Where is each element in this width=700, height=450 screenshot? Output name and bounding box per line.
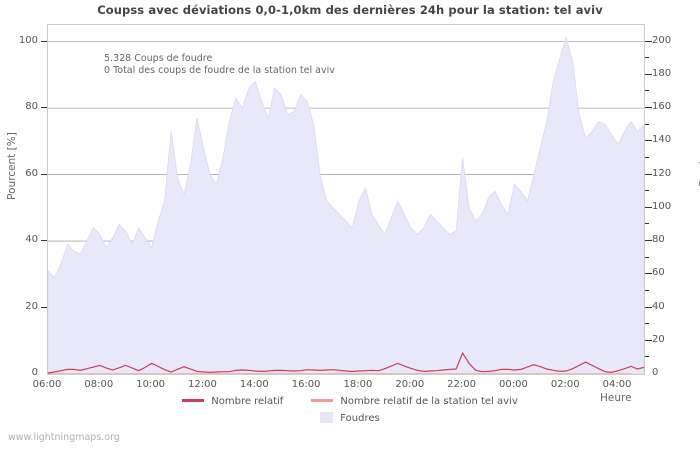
- legend-area-swatch: [320, 412, 334, 423]
- annotation-station-strikes: 0 Total des coups de foudre de la statio…: [104, 65, 335, 76]
- y-axis-right-minor-tick: [645, 156, 649, 158]
- area-series-foudres: [48, 36, 644, 374]
- page-title: Coupss avec déviations 0,0-1,0km des der…: [97, 3, 603, 17]
- y-axis-right-tick-mark: [645, 40, 652, 42]
- y-axis-left-tick-mark: [41, 240, 47, 242]
- y-axis-left-tick-label: 80: [25, 101, 38, 113]
- y-axis-left-tick-label: 40: [25, 234, 38, 246]
- legend-label: Nombre relatif: [211, 396, 284, 407]
- y-axis-right-tick-label: 100: [652, 200, 672, 212]
- y-axis-right-tick-label: 140: [652, 134, 672, 146]
- x-axis-tick-label: 10:00: [136, 379, 166, 390]
- x-axis-tick-label: 04:00: [602, 379, 632, 390]
- x-axis-tick-label: 22:00: [447, 379, 476, 390]
- x-axis-tick-label: 02:00: [550, 379, 580, 390]
- y-axis-left-tick-label: 60: [25, 167, 38, 179]
- legend-item[interactable]: Nombre relatif de la station tel aviv: [311, 396, 518, 408]
- y-axis-right-tick-mark: [645, 306, 652, 308]
- y-axis-right-minor-tick: [645, 90, 649, 92]
- x-axis-tick-label: 14:00: [239, 379, 269, 390]
- y-axis-right-tick-label: 0: [652, 367, 659, 378]
- legend-label: Nombre relatif de la station tel aviv: [340, 396, 518, 407]
- y-axis-left-tick-label: 0: [31, 367, 38, 378]
- y-axis-right-minor-tick: [645, 123, 649, 125]
- chart-canvas: [48, 36, 644, 374]
- y-axis-left-tick-label: 100: [18, 34, 38, 46]
- y-axis-left-tick-label: 20: [25, 300, 38, 312]
- y-axis-right-tick-mark: [645, 339, 652, 341]
- y-axis-right-tick-label: 200: [652, 34, 672, 46]
- x-axis-tick-label: 20:00: [395, 379, 425, 390]
- y-axis-right-tick-label: 60: [652, 267, 665, 279]
- x-axis-label: Heure: [600, 392, 632, 404]
- x-axis-tick-label: 16:00: [291, 379, 321, 390]
- plot-area: 5.328 Coups de foudre 0 Total des coups …: [47, 24, 645, 375]
- y-axis-right-tick-mark: [645, 107, 652, 109]
- y-axis-right-tick-mark: [645, 206, 652, 208]
- y-axis-right-minor-tick: [645, 190, 649, 192]
- y-axis-right-tick-label: 20: [652, 333, 665, 345]
- y-axis-right-tick-label: 40: [652, 300, 665, 312]
- x-axis-tick-label: 06:00: [32, 379, 62, 390]
- legend-line-swatch: [311, 399, 334, 402]
- y-axis-right-minor-tick: [645, 57, 649, 59]
- y-axis-right-minor-tick: [645, 256, 649, 258]
- y-axis-right-minor-tick: [645, 289, 649, 291]
- y-axis-right-tick-label: 80: [652, 234, 665, 246]
- x-axis-tick-label: 08:00: [84, 379, 114, 390]
- y-axis-right-minor-tick: [645, 223, 649, 225]
- y-axis-left-tick-mark: [41, 40, 47, 42]
- y-axis-right-tick-label: 180: [652, 67, 672, 79]
- y-axis-right-tick-mark: [645, 273, 652, 275]
- y-axis-left-tick-mark: [41, 173, 47, 175]
- y-axis-right-tick-mark: [645, 173, 652, 175]
- y-axis-right-minor-tick: [645, 356, 649, 358]
- y-axis-left-tick-mark: [41, 306, 47, 308]
- y-axis-right-minor-tick: [645, 323, 649, 325]
- y-axis-left-tick-mark: [41, 107, 47, 109]
- legend-item[interactable]: Foudres: [320, 412, 380, 425]
- x-axis-tick-label: 12:00: [188, 379, 217, 390]
- legend-item[interactable]: Nombre relatif: [182, 396, 283, 408]
- y-axis-right-tick-mark: [645, 73, 652, 75]
- y-axis-right-tick-label: 160: [652, 101, 672, 113]
- y-axis-right-tick-mark: [645, 240, 652, 242]
- x-axis-tick-label: 18:00: [343, 379, 373, 390]
- y-axis-left-label: Pourcent [%]: [6, 132, 18, 200]
- watermark: www.lightningmaps.org: [8, 432, 120, 443]
- legend-label: Foudres: [340, 413, 380, 424]
- y-axis-right-tick-label: 120: [652, 167, 672, 179]
- annotation-total-strikes: 5.328 Coups de foudre: [104, 53, 213, 64]
- legend-line-swatch: [182, 399, 205, 402]
- y-axis-right-tick-mark: [645, 140, 652, 142]
- x-axis-tick-label: 00:00: [499, 379, 528, 390]
- line-series-relative: [48, 351, 644, 374]
